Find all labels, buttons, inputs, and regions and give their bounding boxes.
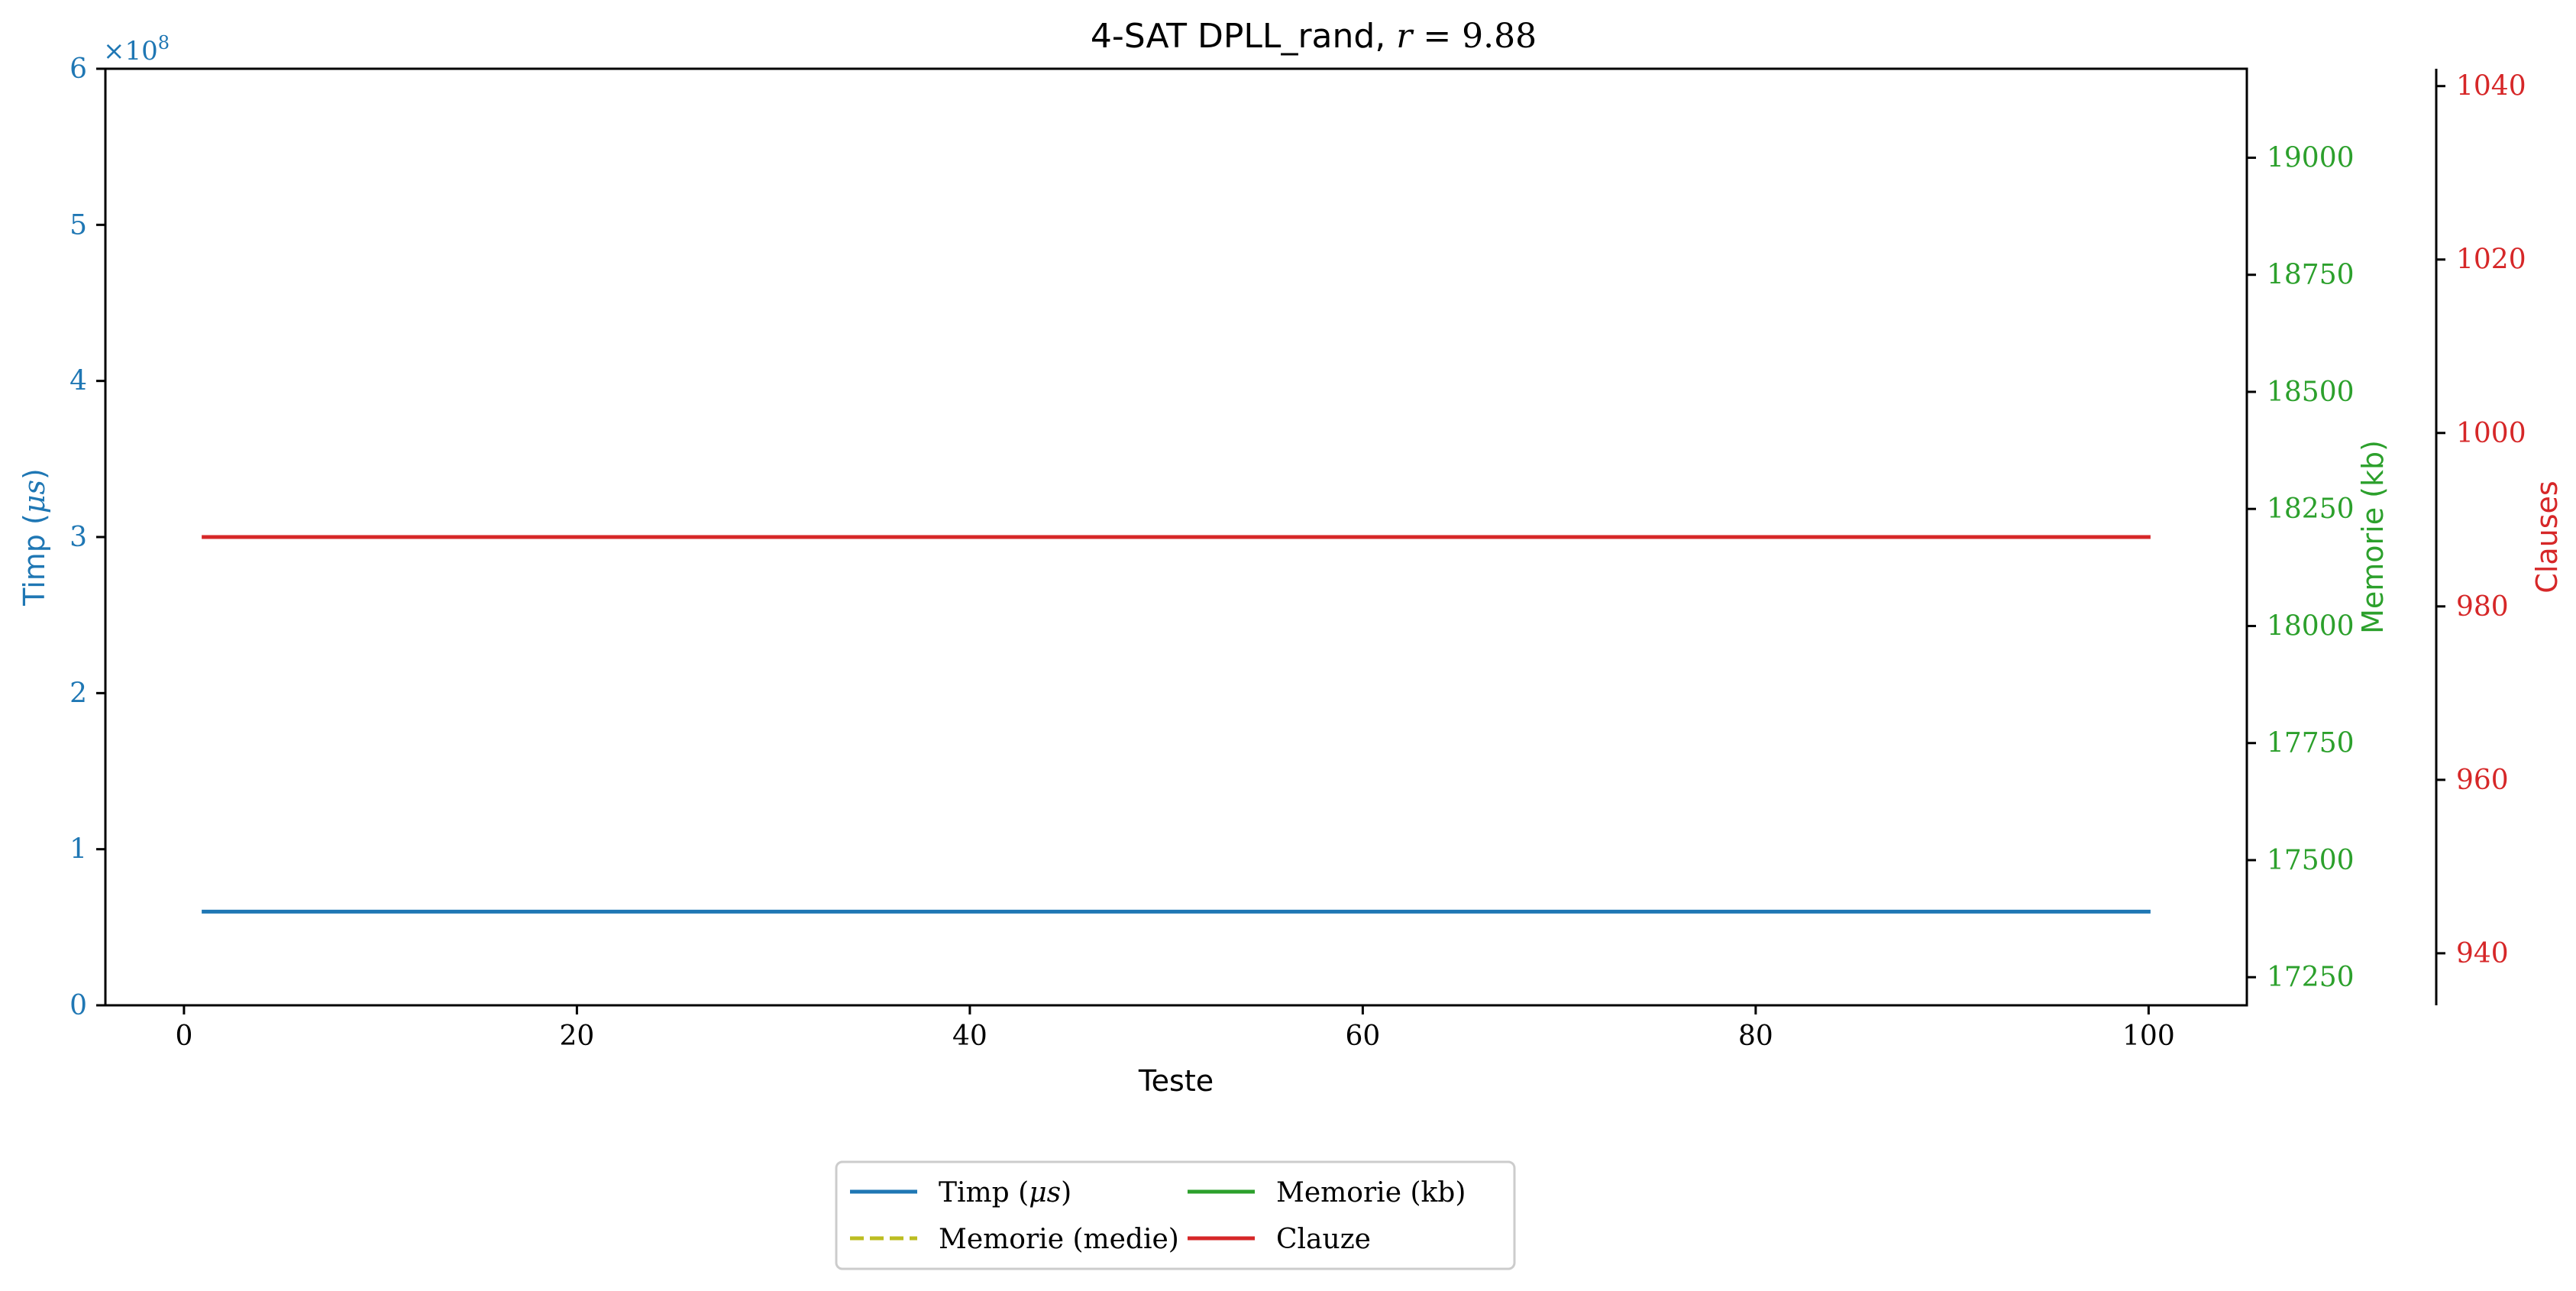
memory-tick-label: 18750 [2267,260,2355,291]
x-tick-label: 20 [559,1021,594,1052]
x-tick-label: 60 [1345,1021,1380,1052]
x-tick-label: 40 [952,1021,987,1052]
time-multiplier-exponent: 8 [158,32,170,53]
memory-axis-label: Memorie (kb) [2356,440,2390,634]
time-axis-label: Timp (μs) [18,468,51,607]
memory-tick-label: 17500 [2267,845,2355,876]
legend-box [835,1160,1516,1270]
time-tick-label: 6 [69,53,87,85]
time-axis-ticks: 0 1 2 3 4 5 6 [69,53,105,1021]
legend-label-2: Memorie (medie) [939,1224,1179,1255]
clauses-tick-label: 1020 [2456,244,2526,276]
time-tick-label: 2 [69,678,87,709]
clauses-axis-ticks: 940 960 980 1000 1020 1040 [2436,71,2526,969]
chart-title-value: = 9.88 [1412,17,1537,56]
clauses-tick-label: 960 [2456,765,2509,796]
memory-tick-label: 19000 [2267,142,2355,173]
clauses-tick-label: 940 [2456,938,2509,969]
memory-tick-label: 18000 [2267,610,2355,642]
legend-label-1: Memorie (kb) [1276,1177,1466,1208]
clauses-axis-label: Clauses [2530,480,2564,593]
memory-axis-ticks: 17250 17500 17750 18000 18250 18500 18750 19000 [2247,142,2355,993]
legend-label-prefix: Timp ( [939,1177,1029,1208]
time-tick-label: 4 [69,366,87,397]
chart-title-variable: r [1396,17,1414,56]
time-axis-multiplier: ×108 [103,32,170,66]
memory-tick-label: 18250 [2267,493,2355,525]
time-tick-label: 0 [69,990,87,1021]
clauses-tick-label: 980 [2456,591,2509,623]
legend-label-0: Timp (μs) [939,1177,1071,1208]
time-multiplier-base: ×10 [103,36,158,66]
memory-tick-label: 17250 [2267,962,2355,993]
clauses-tick-label: 1000 [2456,418,2526,449]
time-axis-label-variable: μs [18,480,51,513]
time-axis-label-suffix: ) [18,468,51,480]
x-tick-label: 100 [2122,1021,2175,1052]
x-tick-label: 80 [1738,1021,1773,1052]
time-tick-label: 3 [69,522,87,553]
x-tick-label: 0 [175,1021,192,1052]
legend-label-suffix: ) [1061,1177,1071,1208]
legend: Timp (μs) Memorie (medie) Memorie (kb) Clau… [835,1160,1516,1270]
x-axis-ticks: 0 20 40 60 80 100 [175,1005,2175,1052]
legend-label-3: Clauze [1276,1224,1371,1255]
clauses-tick-label: 1040 [2456,71,2526,102]
legend-items: Timp (μs) Memorie (medie) Memorie (kb) Clau… [850,1177,1466,1255]
legend-label-variable: μs [1029,1177,1061,1208]
time-axis-label-prefix: Timp ( [18,513,51,607]
memory-tick-label: 17750 [2267,728,2355,759]
x-axis-label: Teste [1138,1064,1214,1098]
chart-title: 4-SAT DPLL_rand, r = 9.88 [1091,17,1537,56]
time-tick-label: 5 [69,209,87,241]
series-lines [202,535,2151,914]
chart-title-prefix: 4-SAT DPLL_rand, [1091,17,1396,56]
memory-tick-label: 18500 [2267,377,2355,408]
time-tick-label: 1 [69,834,87,866]
